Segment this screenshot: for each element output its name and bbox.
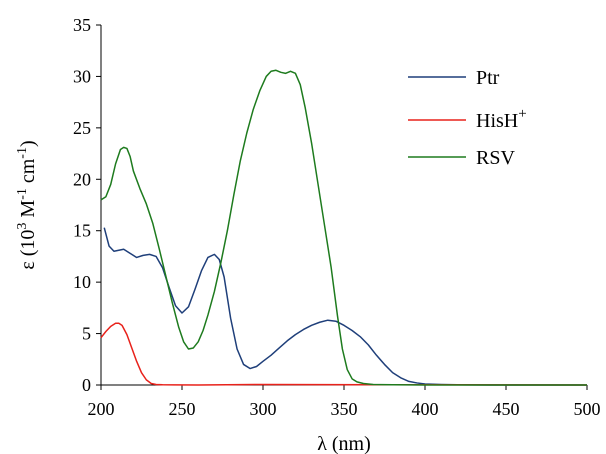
y-tick-label: 10 xyxy=(73,272,91,292)
y-axis-label-sup1: 3 xyxy=(15,223,30,230)
y-axis-label: ε (103 M-1 cm-1) xyxy=(15,140,39,269)
tick-marks: 0 5 10 15 20 25 30 35 200 250 300 350 400 450 500 xyxy=(73,15,601,419)
y-tick-label: 0 xyxy=(82,375,91,395)
legend-label: HisH+ xyxy=(476,106,527,132)
y-axis-label-mid2: cm xyxy=(17,158,39,188)
legend-label: Ptr xyxy=(476,67,500,89)
x-tick-label: 450 xyxy=(493,399,520,419)
series-line-hish xyxy=(100,322,588,386)
y-axis-label-main: ε (10 xyxy=(17,230,39,270)
legend-item-hish: HisH+ xyxy=(408,106,527,132)
x-tick-label: 250 xyxy=(169,399,196,419)
x-tick-label: 350 xyxy=(331,399,358,419)
y-tick-label: 35 xyxy=(73,15,91,35)
series-lines xyxy=(100,69,588,386)
y-axis-label-end: ) xyxy=(17,140,39,147)
x-tick-label: 400 xyxy=(412,399,439,419)
y-axis-label-sup3: -1 xyxy=(15,147,30,159)
series-line-rsv xyxy=(100,69,587,386)
legend-label-text: Ptr xyxy=(476,67,500,89)
legend: Ptr HisH+ RSV xyxy=(408,67,527,169)
x-axis-label: λ (nm) xyxy=(317,433,371,454)
legend-label-text: HisH xyxy=(476,110,518,132)
y-axis-label-mid: M xyxy=(17,200,39,223)
legend-label-superscript: + xyxy=(518,106,526,122)
x-tick-label: 200 xyxy=(88,399,115,419)
legend-label: RSV xyxy=(476,147,515,169)
y-tick-label: 25 xyxy=(73,118,91,138)
y-axis-label-sup2: -1 xyxy=(15,188,30,200)
series-line-ptr xyxy=(103,227,587,386)
y-tick-label: 5 xyxy=(82,324,91,344)
axes xyxy=(100,25,587,386)
x-tick-label: 300 xyxy=(250,399,277,419)
legend-item-rsv: RSV xyxy=(408,147,515,169)
legend-item-ptr: Ptr xyxy=(408,67,500,89)
y-tick-label: 15 xyxy=(73,221,91,241)
y-tick-label: 30 xyxy=(73,66,91,86)
x-tick-label: 500 xyxy=(574,399,601,419)
y-tick-label: 20 xyxy=(73,169,91,189)
legend-label-text: RSV xyxy=(476,147,515,169)
